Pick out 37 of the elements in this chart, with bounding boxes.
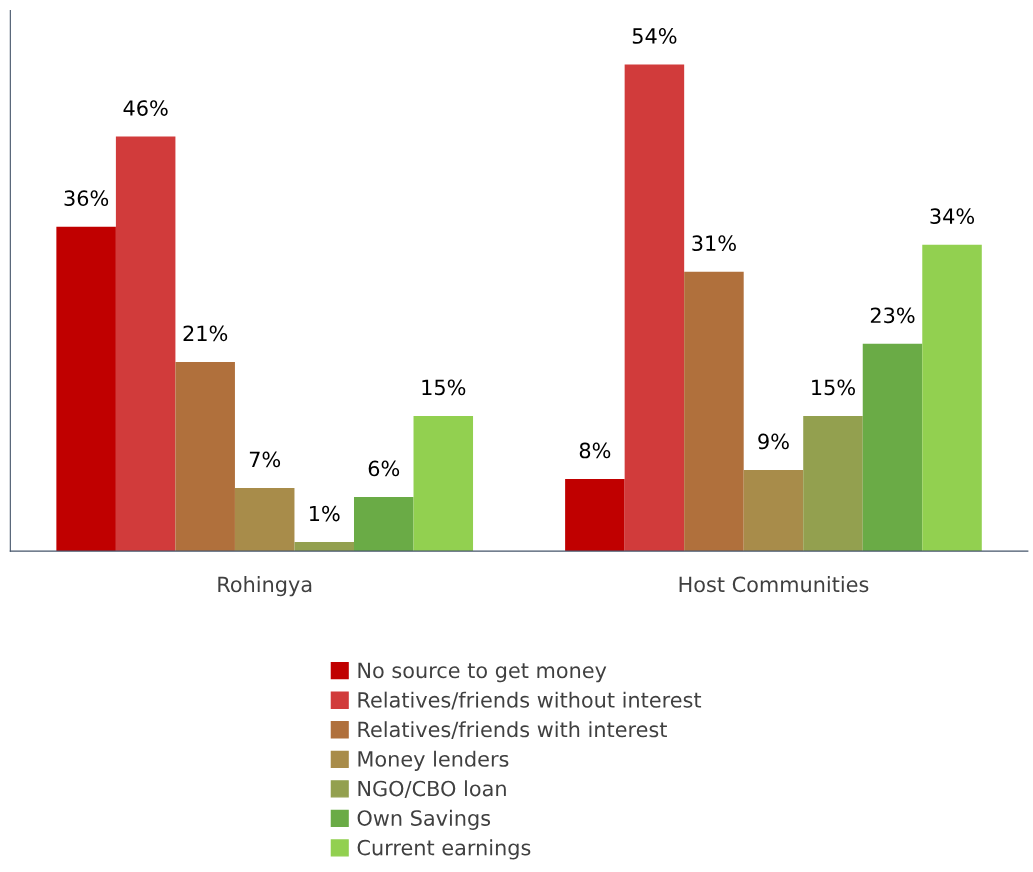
data-label: 7% bbox=[249, 451, 281, 468]
legend-label: NGO/CBO loan bbox=[358, 780, 506, 799]
bar bbox=[624, 64, 685, 552]
data-label: 54% bbox=[632, 28, 677, 44]
bar bbox=[684, 271, 744, 552]
legend-label: Current earnings bbox=[357, 839, 531, 860]
data-label: 6% bbox=[368, 460, 400, 477]
legend-label: No source to get money bbox=[358, 662, 607, 683]
data-label: 31% bbox=[692, 235, 736, 252]
data-label: 36% bbox=[64, 190, 109, 207]
data-label: 15% bbox=[812, 379, 855, 396]
x-tick-label: Host Communities bbox=[679, 576, 869, 593]
data-label: 9% bbox=[758, 433, 789, 450]
bar bbox=[234, 488, 295, 552]
bar bbox=[803, 415, 863, 552]
legend-label: Relatives/friends with interest bbox=[358, 721, 667, 739]
bar bbox=[743, 470, 804, 552]
data-label: 34% bbox=[930, 208, 975, 225]
bar bbox=[353, 497, 414, 552]
bar bbox=[56, 226, 116, 552]
bar bbox=[175, 361, 235, 552]
legend-label: Own Savings bbox=[357, 809, 491, 830]
data-label: 8% bbox=[579, 442, 611, 459]
legend-label: Money lenders bbox=[358, 750, 509, 771]
bar bbox=[862, 343, 923, 552]
data-label: 23% bbox=[870, 307, 915, 324]
legend-label: Relatives/friends without interest bbox=[358, 691, 702, 710]
x-tick-label: Rohingya bbox=[218, 576, 312, 597]
data-label: 21% bbox=[183, 325, 228, 342]
bar bbox=[115, 136, 176, 552]
bar bbox=[294, 542, 354, 552]
bar bbox=[565, 479, 625, 552]
data-label: 15% bbox=[422, 379, 466, 396]
bar bbox=[922, 244, 982, 552]
data-label: 46% bbox=[123, 100, 168, 116]
bar bbox=[413, 415, 474, 552]
data-label: 1% bbox=[309, 505, 340, 522]
